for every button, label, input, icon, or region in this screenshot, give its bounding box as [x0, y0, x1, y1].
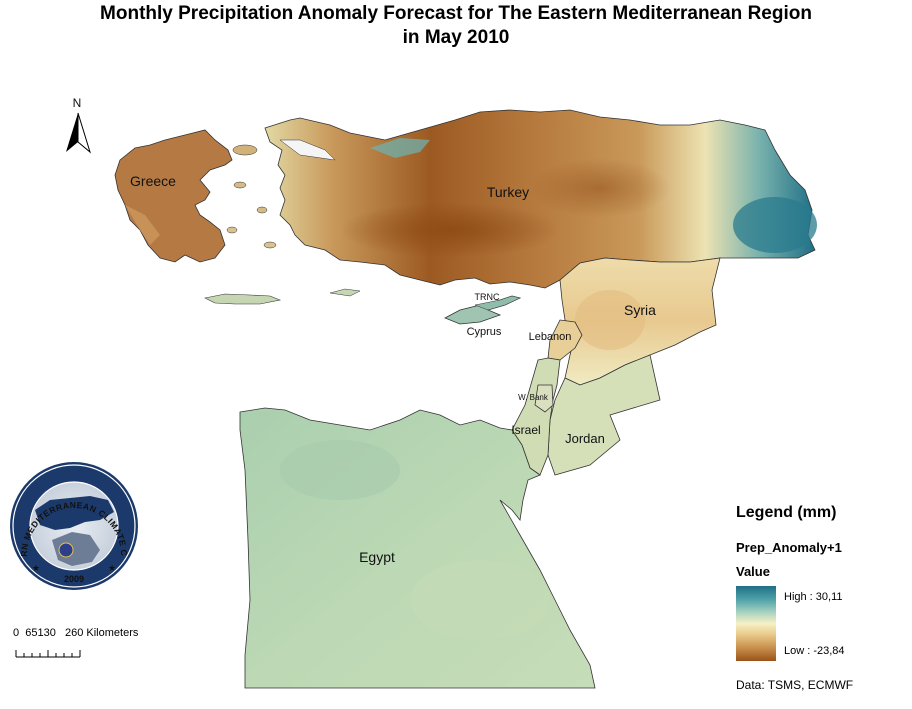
legend-high-label: High : 30,11 [784, 591, 843, 603]
label-trnc: TRNC [475, 292, 500, 302]
logo-region-silhouette [35, 496, 114, 530]
turkey-region [264, 109, 817, 289]
logo-star-right-icon: ★ [108, 563, 116, 573]
scale-bar [15, 650, 81, 658]
cyprus-region [444, 295, 522, 325]
label-israel: Israel [511, 423, 540, 437]
lebanon-region [547, 319, 583, 361]
label-lebanon: Lebanon [529, 331, 572, 343]
north-label: N [73, 96, 82, 110]
map-title-line-1: Monthly Precipitation Anomaly Forecast f… [100, 3, 812, 24]
label-cyprus: Cyprus [467, 326, 502, 338]
north-arrow-icon: N [66, 96, 91, 154]
legend-title: Legend (mm) [736, 504, 837, 521]
legend-low-label: Low : -23,84 [784, 645, 845, 657]
logo-star-left-icon: ★ [32, 563, 40, 573]
label-jordan: Jordan [565, 431, 605, 446]
emcc-logo: EASTERN MEDITERRANEAN CLIMATE CENTRE 200… [0, 0, 138, 590]
west-bank-region [534, 384, 554, 413]
egypt-region [239, 407, 596, 689]
label-greece: Greece [130, 173, 176, 189]
label-egypt: Egypt [359, 549, 395, 565]
logo-year: 2009 [64, 574, 84, 584]
legend-field-name: Prep_Anomaly+1 [736, 540, 842, 555]
israel-region [511, 357, 561, 476]
scale-bar-label: 0 65130 260 Kilometers [13, 627, 139, 639]
label-turkey: Turkey [487, 184, 529, 200]
syria-region [559, 257, 721, 386]
map-title: Monthly Precipitation Anomaly Forecast f… [0, 2, 912, 50]
label-syria: Syria [624, 302, 656, 318]
map-title-line-2: in May 2010 [402, 27, 510, 48]
greece-region [114, 129, 361, 305]
data-credits: Data: TSMS, ECMWF [736, 678, 854, 692]
label-west-bank: W. Bank [518, 393, 549, 402]
legend-value-label: Value [736, 564, 770, 579]
legend-color-ramp [736, 586, 776, 661]
